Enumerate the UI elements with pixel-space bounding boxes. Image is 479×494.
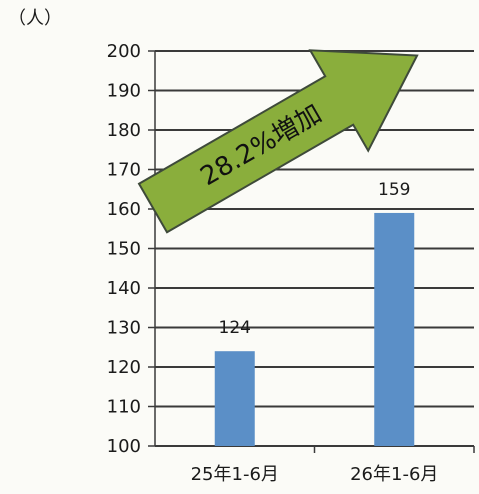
x-tick-label-1: 25年1-6月 <box>191 464 279 485</box>
increase-arrow <box>137 49 419 234</box>
y-tick-label-180: 180 <box>107 120 141 141</box>
y-tick-label-130: 130 <box>107 318 141 339</box>
y-tick-label-110: 110 <box>107 397 141 418</box>
bars <box>214 212 415 446</box>
y-tick-label-120: 120 <box>107 357 141 378</box>
x-tick-label-2: 26年1-6月 <box>350 464 438 485</box>
y-tick-label-160: 160 <box>107 199 141 220</box>
x-tick-labels: 25年1-6月 26年1-6月 <box>191 464 439 485</box>
bar-2 <box>374 212 415 446</box>
y-tick-label-190: 190 <box>107 81 141 102</box>
y-tick-label-200: 200 <box>107 41 141 62</box>
y-tick-label-150: 150 <box>107 239 141 260</box>
y-tick-labels: 100 110 120 130 140 150 160 170 180 190 200 <box>107 41 141 457</box>
data-label-2: 159 <box>378 180 410 200</box>
bar-1 <box>214 351 255 446</box>
increase-arrow-annotation: 28.2%増加 <box>137 49 419 234</box>
y-tick-label-140: 140 <box>107 278 141 299</box>
data-labels: 124 159 <box>219 180 411 338</box>
data-label-1: 124 <box>219 318 251 338</box>
y-tick-label-170: 170 <box>107 160 141 181</box>
y-tick-label-100: 100 <box>107 436 141 457</box>
y-axis-unit-label: （人） <box>8 8 62 29</box>
axes <box>148 50 475 453</box>
